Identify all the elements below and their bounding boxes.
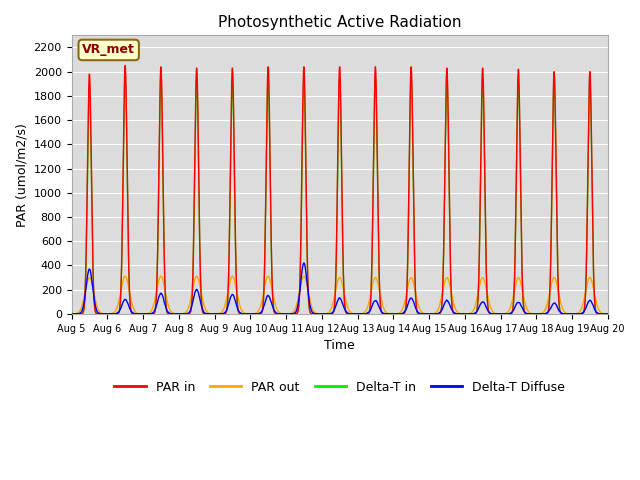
Delta-T Diffuse	[475, 305, 483, 311]
Delta-T in	[68, 311, 76, 317]
Delta-T in	[321, 311, 329, 317]
PAR in	[321, 311, 329, 317]
PAR out	[604, 311, 612, 317]
Delta-T Diffuse	[300, 260, 308, 266]
Delta-T Diffuse	[604, 311, 612, 317]
PAR in	[250, 311, 258, 317]
Delta-T Diffuse	[460, 311, 467, 317]
Delta-T in	[122, 72, 129, 78]
PAR out	[122, 274, 129, 279]
Delta-T Diffuse	[575, 311, 582, 317]
Text: VR_met: VR_met	[83, 43, 135, 57]
PAR out	[475, 287, 483, 293]
Title: Photosynthetic Active Radiation: Photosynthetic Active Radiation	[218, 15, 461, 30]
Line: PAR out: PAR out	[72, 276, 608, 314]
PAR in	[475, 279, 483, 285]
Line: Delta-T in: Delta-T in	[72, 75, 608, 314]
X-axis label: Time: Time	[324, 339, 355, 352]
Delta-T Diffuse	[321, 311, 329, 317]
Delta-T in	[581, 296, 589, 302]
PAR out	[250, 311, 258, 317]
PAR out	[575, 310, 582, 315]
Delta-T in	[460, 311, 467, 317]
Legend: PAR in, PAR out, Delta-T in, Delta-T Diffuse: PAR in, PAR out, Delta-T in, Delta-T Dif…	[109, 376, 570, 399]
Line: Delta-T Diffuse: Delta-T Diffuse	[72, 263, 608, 314]
PAR out	[321, 311, 329, 317]
Delta-T in	[250, 311, 258, 317]
Delta-T in	[604, 311, 612, 317]
Delta-T in	[475, 280, 483, 286]
PAR in	[460, 311, 467, 317]
Line: PAR in: PAR in	[72, 66, 608, 314]
PAR out	[68, 311, 76, 317]
PAR out	[460, 311, 467, 317]
PAR out	[581, 290, 589, 296]
Delta-T in	[575, 311, 582, 317]
PAR in	[604, 311, 612, 317]
PAR in	[581, 296, 589, 301]
PAR in	[68, 311, 76, 317]
Y-axis label: PAR (umol/m2/s): PAR (umol/m2/s)	[15, 123, 28, 227]
PAR in	[575, 311, 582, 317]
Delta-T Diffuse	[68, 311, 76, 317]
Delta-T Diffuse	[581, 306, 589, 312]
Delta-T Diffuse	[250, 311, 257, 317]
PAR in	[122, 63, 129, 69]
